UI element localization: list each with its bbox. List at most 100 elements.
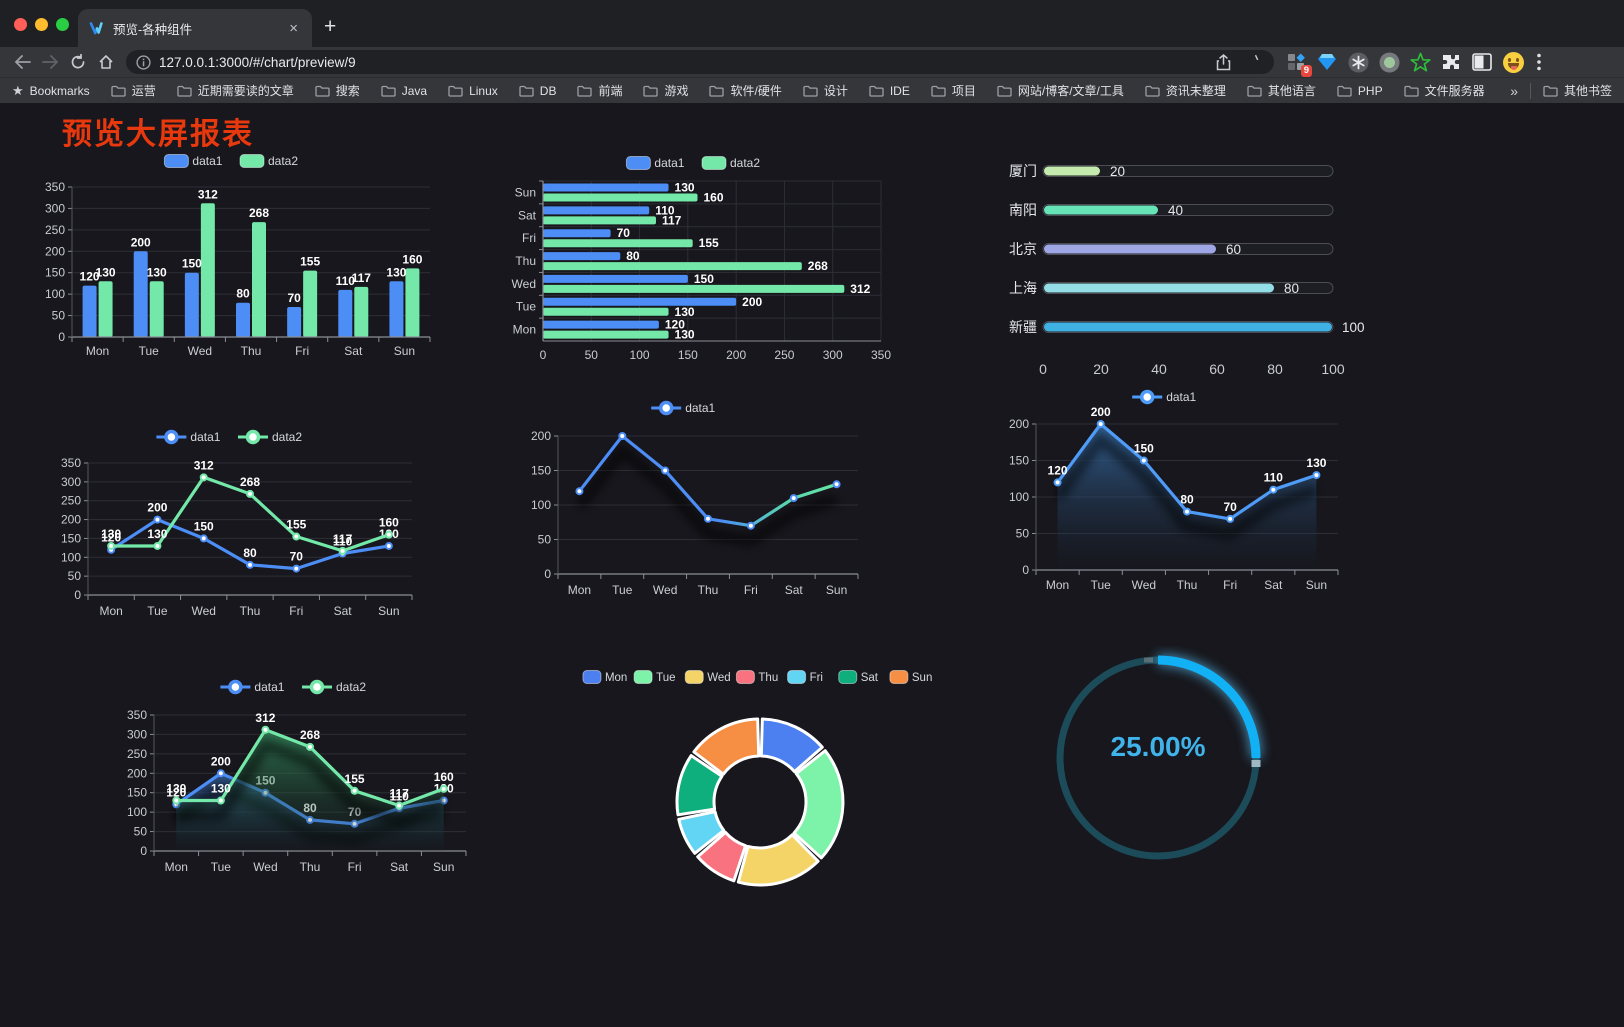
chart-gauge[interactable]: 25.00% (1048, 646, 1278, 871)
bookmark-label: PHP (1357, 83, 1383, 98)
bookmark-item[interactable]: PHP (1337, 84, 1383, 98)
legend[interactable]: Mon Tue Wed Thu Fri Sat Sun (582, 670, 932, 685)
share-icon[interactable] (1216, 53, 1231, 71)
bookmark-item[interactable]: 网站/博客/文章/工具 (997, 82, 1124, 99)
svg-text:200: 200 (211, 754, 231, 768)
svg-text:50: 50 (134, 825, 148, 839)
svg-text:Mon: Mon (513, 323, 536, 337)
svg-text:南阳: 南阳 (1009, 202, 1037, 218)
legend[interactable]: data1 data2 (156, 429, 302, 445)
svg-text:50: 50 (538, 533, 552, 547)
profile-emoji-icon[interactable] (1501, 50, 1525, 74)
folder-icon (177, 85, 192, 97)
bookmark-item[interactable]: 运营 (111, 82, 156, 99)
tab-strip: 预览-各种组件 × + (0, 0, 1624, 47)
legend[interactable]: data1 data2 (220, 679, 366, 695)
new-tab-button[interactable]: + (324, 15, 337, 38)
svg-text:250: 250 (127, 747, 147, 761)
chart-bar-vertical[interactable]: 0 50 100 150 200 250 300 350 120 130 Mon 200 130 Tue 1… (38, 147, 442, 369)
bookmark-item[interactable]: 设计 (803, 82, 848, 99)
chart-area-single[interactable]: 0 50 100 150 200 Mon Tue Wed Thu Fri Sat Sun 120 200 1… (986, 386, 1360, 598)
svg-text:200: 200 (147, 501, 167, 515)
legend[interactable]: data1 data2 (625, 156, 760, 170)
bookmarks-overflow-chevron[interactable]: » (1510, 82, 1518, 99)
record-circle-icon[interactable] (1377, 50, 1401, 74)
svg-text:0: 0 (140, 844, 147, 858)
bookmark-item[interactable]: 近期需要读的文章 (177, 82, 294, 99)
slice-Fri (677, 810, 726, 855)
bookmarks-root[interactable]: ★ Bookmarks (12, 83, 90, 99)
svg-text:Thu: Thu (240, 604, 261, 618)
bookmark-item[interactable]: Linux (448, 84, 498, 98)
svg-text:160: 160 (402, 252, 422, 266)
window-controls[interactable] (14, 18, 69, 31)
folder-icon (519, 85, 534, 97)
bookmark-item[interactable]: 其他语言 (1247, 82, 1316, 99)
gem-icon[interactable] (1315, 50, 1339, 74)
svg-text:Tue: Tue (139, 344, 160, 358)
reload-icon[interactable] (64, 49, 92, 75)
series-data1 (575, 432, 841, 530)
tab-close-icon[interactable]: × (289, 19, 298, 37)
other-bookmarks[interactable]: 其他书签 (1543, 82, 1612, 99)
maximize-window-button[interactable] (56, 18, 69, 31)
close-window-button[interactable] (14, 18, 27, 31)
tab-title: 预览-各种组件 (113, 22, 193, 37)
series-data2: 130 130 312 268 155 117 160 (101, 458, 399, 555)
bookmark-item[interactable]: 搜索 (315, 82, 360, 99)
home-icon[interactable] (92, 49, 120, 75)
bookmark-item[interactable]: Java (381, 84, 427, 98)
bookmark-item[interactable]: IDE (869, 84, 910, 98)
bookmark-item[interactable]: DB (519, 83, 557, 98)
svg-text:80: 80 (1267, 361, 1283, 377)
bookmark-star-icon[interactable] (1247, 54, 1264, 70)
svg-text:200: 200 (61, 513, 81, 527)
chart-city-progress[interactable]: 厦门 20 南阳 40 北京 60 上海 80 新疆 100 0 20 40 60 80 100 (993, 155, 1369, 387)
bookmark-item[interactable]: 文件服务器 (1403, 82, 1485, 99)
chart-line-two-series[interactable]: 0 50 100 150 200 250 300 350 Mon Tue Wed Thu Fri Sat S… (42, 423, 434, 641)
slice-Thu (696, 830, 747, 883)
address-bar[interactable]: 127.0.0.1:3000/#/chart/preview/9 (126, 50, 1274, 74)
side-panel-icon[interactable] (1470, 50, 1494, 74)
bookmark-label: IDE (889, 83, 910, 98)
bookmark-item[interactable]: 游戏 (643, 82, 688, 99)
browser-tab[interactable]: 预览-各种组件 × (78, 9, 312, 47)
svg-text:100: 100 (630, 348, 650, 362)
bookmark-item[interactable]: 前端 (577, 82, 622, 99)
folder-icon (1403, 85, 1419, 97)
legend[interactable]: data1 (651, 400, 716, 416)
extension-grid-icon[interactable]: 9 (1284, 50, 1312, 77)
bookmark-item[interactable]: 项目 (931, 82, 976, 99)
svg-text:80: 80 (243, 546, 257, 560)
svg-text:100: 100 (1321, 361, 1345, 377)
site-info-icon[interactable] (136, 54, 151, 70)
legend[interactable]: data1 (1132, 389, 1197, 405)
forward-icon[interactable] (36, 49, 64, 75)
minimize-window-button[interactable] (35, 18, 48, 31)
series-data2: 130 130 312 268 155 117 160 (166, 711, 454, 810)
asterisk-circle-icon[interactable] (1346, 50, 1370, 74)
chart-bar-horizontal[interactable]: 0 50 100 150 200 250 300 350 Sun 130 160 Sat 110 117 F… (503, 149, 901, 369)
svg-text:data1: data1 (1166, 390, 1196, 404)
svg-text:300: 300 (61, 475, 81, 489)
back-icon[interactable] (8, 49, 36, 75)
svg-text:100: 100 (531, 498, 551, 512)
chart-donut[interactable]: Mon Tue Wed Thu Fri Sat Sun (578, 665, 946, 915)
chart-area-two-series[interactable]: 0 50 100 150 200 250 300 350 Mon Tue Wed Thu Fri Sat S… (106, 675, 498, 893)
svg-text:268: 268 (249, 206, 269, 220)
bookmark-label: DB (539, 83, 557, 98)
bookmark-label: 运营 (131, 84, 156, 98)
url-text[interactable]: 127.0.0.1:3000/#/chart/preview/9 (159, 54, 356, 70)
puzzle-icon[interactable] (1439, 50, 1463, 74)
bookmark-item[interactable]: 软件/硬件 (709, 82, 782, 99)
chart-line-gradient[interactable]: 0 50 100 150 200 Mon Tue Wed Thu Fri Sat Sun data1 (496, 396, 888, 614)
svg-text:312: 312 (850, 282, 870, 296)
svg-text:155: 155 (345, 772, 365, 786)
green-star-icon[interactable] (1408, 50, 1432, 74)
svg-text:268: 268 (808, 259, 828, 273)
svg-text:150: 150 (678, 348, 698, 362)
bookmark-item[interactable]: 资讯未整理 (1145, 82, 1226, 99)
legend[interactable]: data1 data2 (163, 154, 298, 168)
svg-text:117: 117 (662, 213, 682, 227)
menu-dots-icon[interactable] (1532, 50, 1546, 74)
